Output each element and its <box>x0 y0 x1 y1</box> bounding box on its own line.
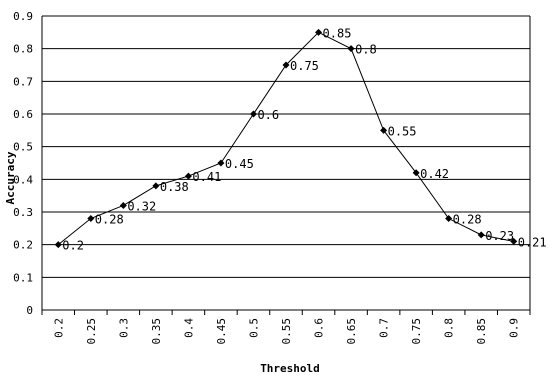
data-point <box>510 237 518 245</box>
x-tick-labels: 0.2 0.25 0.3 0.35 0.4 0.45 0.5 0.55 0.6 0.65 0.7 0.… <box>52 318 520 345</box>
grid-lines <box>42 15 530 311</box>
data-labels: 0.20.280.320.380.410.450.60.750.850.80.5… <box>62 26 546 252</box>
data-point <box>54 241 62 249</box>
x-tick-label: 0.6 <box>313 318 326 338</box>
data-point <box>315 28 323 36</box>
y-tick-label: 0.5 <box>13 141 33 154</box>
x-tick-label: 0.25 <box>85 318 98 345</box>
data-label: 0.8 <box>355 43 377 57</box>
x-tick-label: 0.7 <box>378 318 391 338</box>
y-tick-label: 0.3 <box>13 206 33 219</box>
data-point <box>282 61 290 69</box>
data-label: 0.38 <box>160 180 189 194</box>
data-point <box>445 215 453 223</box>
x-tick-label: 0.85 <box>475 318 488 345</box>
data-point <box>152 182 160 190</box>
data-label: 0.32 <box>127 199 156 213</box>
x-tick-label: 0.4 <box>182 318 195 338</box>
data-point <box>87 215 95 223</box>
data-label: 0.23 <box>485 229 514 243</box>
x-tick-label: 0.3 <box>117 318 130 338</box>
data-point <box>477 231 485 239</box>
y-tick-label: 0.1 <box>13 271 33 284</box>
y-axis-label: Accuracy <box>4 151 17 204</box>
y-tick-label: 0.4 <box>13 173 33 186</box>
axes <box>41 16 531 315</box>
data-label: 0.28 <box>453 213 482 227</box>
y-tick-label: 0.6 <box>13 108 33 121</box>
x-tick-label: 0.55 <box>280 318 293 345</box>
data-label: 0.85 <box>323 26 352 40</box>
x-tick-label: 0.5 <box>247 318 260 338</box>
x-axis-label: Threshold <box>260 362 320 375</box>
data-point <box>119 201 127 209</box>
data-label: 0.75 <box>290 59 319 73</box>
data-point <box>380 126 388 134</box>
x-tick-label: 0.2 <box>52 318 65 338</box>
data-point <box>249 110 257 118</box>
data-point <box>217 159 225 167</box>
data-label: 0.28 <box>95 213 124 227</box>
data-point <box>347 45 355 53</box>
data-label: 0.21 <box>518 235 547 249</box>
data-point <box>412 169 420 177</box>
y-tick-label: 0.8 <box>13 43 33 56</box>
data-label: 0.6 <box>257 108 279 122</box>
data-label: 0.45 <box>225 157 254 171</box>
y-tick-label: 0.2 <box>13 239 33 252</box>
data-point <box>184 172 192 180</box>
data-label: 0.2 <box>62 239 84 253</box>
data-points <box>54 28 518 249</box>
y-tick-label: 0 <box>26 304 33 317</box>
y-tick-labels: 0 0.1 0.2 0.3 0.4 0.5 0.6 0.7 0.8 0.9 <box>13 10 33 317</box>
data-label: 0.41 <box>192 170 221 184</box>
y-tick-label: 0.7 <box>13 75 33 88</box>
x-tick-label: 0.35 <box>150 318 163 345</box>
x-tick-label: 0.65 <box>345 318 358 345</box>
x-tick-label: 0.9 <box>508 318 521 338</box>
data-label: 0.42 <box>420 167 449 181</box>
x-tick-label: 0.75 <box>410 318 423 345</box>
data-label: 0.55 <box>388 124 417 138</box>
y-tick-label: 0.9 <box>13 10 33 23</box>
x-tick-label: 0.45 <box>215 318 228 345</box>
x-tick-label: 0.8 <box>443 318 456 338</box>
